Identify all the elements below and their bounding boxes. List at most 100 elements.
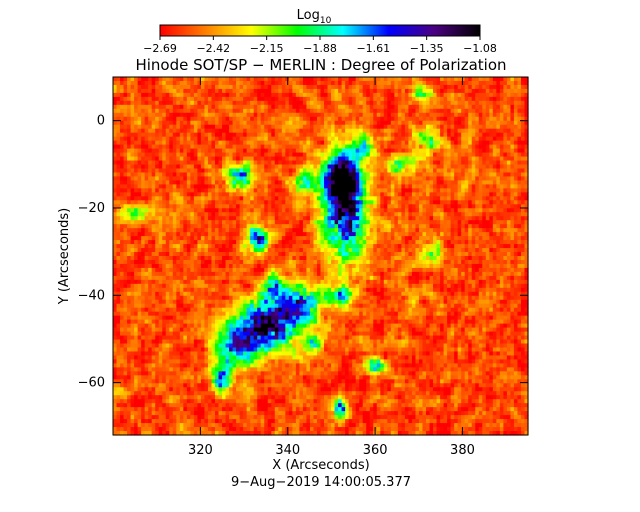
heatmap-cell xyxy=(137,180,142,185)
heatmap-cell xyxy=(232,196,237,201)
heatmap-cell xyxy=(236,176,241,182)
heatmap-cell xyxy=(433,120,438,126)
heatmap-cell xyxy=(225,96,230,102)
heatmap-cell xyxy=(471,192,476,197)
heatmap-cell xyxy=(274,84,279,90)
heatmap-cell xyxy=(404,228,410,233)
heatmap-cell xyxy=(123,220,128,225)
heatmap-cell xyxy=(408,112,413,118)
heatmap-cell xyxy=(499,144,504,150)
heatmap-cell xyxy=(352,208,357,213)
heatmap-cell xyxy=(471,216,476,221)
heatmap-cell xyxy=(454,164,459,170)
heatmap-cell xyxy=(250,88,255,94)
heatmap-cell xyxy=(127,224,132,229)
heatmap-cell xyxy=(482,240,487,245)
heatmap-cell xyxy=(471,144,476,150)
heatmap-cell xyxy=(418,184,424,189)
heatmap-cell xyxy=(313,216,318,221)
heatmap-cell xyxy=(475,128,480,134)
heatmap-cell xyxy=(411,116,417,122)
heatmap-cell xyxy=(383,77,388,82)
heatmap-cell xyxy=(517,232,522,237)
heatmap-cell xyxy=(520,120,526,126)
heatmap-cell xyxy=(471,184,476,189)
heatmap-cell xyxy=(264,224,269,229)
heatmap-cell xyxy=(253,84,258,90)
heatmap-cell xyxy=(345,212,350,217)
heatmap-cell xyxy=(134,120,139,126)
heatmap-cell xyxy=(253,140,258,146)
heatmap-cell xyxy=(404,232,410,237)
heatmap-cell xyxy=(218,96,223,102)
heatmap-cell xyxy=(394,168,399,174)
heatmap-cell xyxy=(440,236,445,241)
heatmap-cell xyxy=(485,108,490,114)
heatmap-cell xyxy=(250,144,255,150)
heatmap-cell xyxy=(401,108,406,114)
heatmap-cell xyxy=(475,88,480,94)
heatmap-cell xyxy=(186,108,191,114)
heatmap-cell xyxy=(211,116,216,122)
heatmap-cell xyxy=(440,144,445,150)
heatmap-cell xyxy=(418,120,424,126)
heatmap-cell xyxy=(257,164,262,170)
heatmap-cell xyxy=(331,240,336,245)
heatmap-cell xyxy=(506,108,512,114)
heatmap-cell xyxy=(324,196,329,201)
heatmap-cell xyxy=(214,116,220,122)
heatmap-cell xyxy=(376,96,381,102)
heatmap-cell xyxy=(418,200,424,205)
heatmap-cell xyxy=(193,160,199,166)
heatmap-cell xyxy=(443,124,448,130)
heatmap-cell xyxy=(352,180,357,185)
heatmap-cell xyxy=(137,224,142,229)
heatmap-cell xyxy=(120,244,125,249)
heatmap-cell xyxy=(246,104,251,110)
heatmap-cell xyxy=(492,156,497,162)
heatmap-cell xyxy=(239,228,244,233)
heatmap-cell xyxy=(243,228,248,233)
heatmap-cell xyxy=(232,204,237,209)
heatmap-cell xyxy=(285,212,290,217)
heatmap-cell xyxy=(352,176,357,182)
heatmap-cell xyxy=(299,240,304,245)
heatmap-cell xyxy=(327,108,332,114)
heatmap-cell xyxy=(183,92,188,98)
heatmap-cell xyxy=(148,160,153,166)
heatmap-cell xyxy=(376,216,381,221)
heatmap-cell xyxy=(165,77,170,82)
heatmap-cell xyxy=(383,80,388,86)
heatmap-cell xyxy=(327,192,332,197)
heatmap-cell xyxy=(503,212,508,217)
heatmap-cell xyxy=(411,112,417,118)
heatmap-cell xyxy=(383,144,388,150)
heatmap-cell xyxy=(155,144,160,150)
heatmap-cell xyxy=(309,88,315,94)
heatmap-cell xyxy=(411,108,417,114)
heatmap-cell xyxy=(362,240,367,245)
heatmap-cell xyxy=(338,88,343,94)
heatmap-cell xyxy=(352,104,357,110)
heatmap-cell xyxy=(229,208,234,213)
heatmap-cell xyxy=(334,80,339,86)
heatmap-cell xyxy=(513,108,519,114)
heatmap-cell xyxy=(397,100,402,106)
heatmap-cell xyxy=(130,120,135,126)
heatmap-cell xyxy=(331,108,336,114)
heatmap-cell xyxy=(468,132,473,138)
heatmap-cell xyxy=(426,212,431,217)
heatmap-cell xyxy=(341,80,346,86)
heatmap-cell xyxy=(250,92,255,98)
heatmap-cell xyxy=(193,216,199,221)
heatmap-cell xyxy=(457,152,462,158)
heatmap-cell xyxy=(355,168,360,174)
heatmap-cell xyxy=(246,180,251,185)
heatmap-cell xyxy=(232,100,237,106)
heatmap-cell xyxy=(151,116,156,122)
heatmap-cell xyxy=(404,164,410,170)
heatmap-cell xyxy=(510,172,515,178)
heatmap-cell xyxy=(278,172,283,178)
heatmap-cell xyxy=(454,160,459,166)
